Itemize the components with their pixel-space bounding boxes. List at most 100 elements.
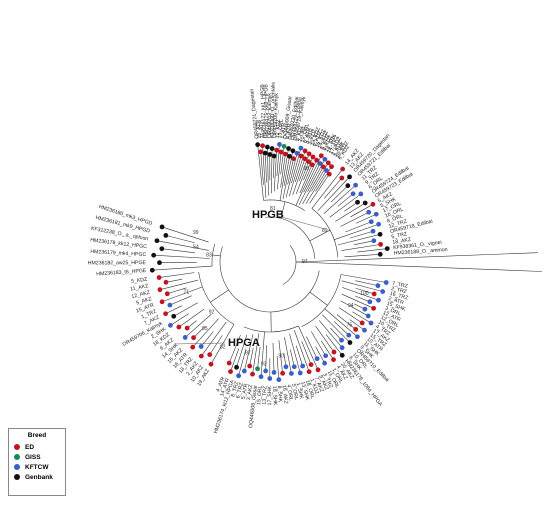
tip-label: OQ446009_Gissar [282,95,293,139]
tip-label: HM236175_kk8_HPGB [263,84,270,139]
tip-label: 1_SHK [295,382,305,400]
tip-branch [295,345,303,367]
tip-marker [267,376,273,381]
tip-label: 1_TRZ [141,309,158,321]
tip-label: OR459703_Kalmyk [267,93,273,138]
tip-marker [318,153,324,159]
tip-label: 6_TRZ [235,382,244,399]
tip-branch [298,163,321,205]
tip-marker [376,221,382,227]
bootstrap-label: 93 [261,362,267,368]
tip-branch [315,346,325,364]
tip-marker [291,364,297,370]
tip-marker [324,168,329,173]
tip-marker [157,260,162,266]
tip-label: HM236188_O._ammon [394,247,448,257]
tip-branch [295,160,317,206]
tip-marker [322,156,328,162]
tip-branch [161,226,209,243]
tip-branch [330,185,349,203]
tip-branch [201,321,227,357]
tip-branch [298,325,319,370]
tip-label: 3_AKZ [246,384,254,401]
tip-branch [355,295,370,303]
tip-branch [340,212,369,227]
tip-marker [339,352,345,358]
tip-branch [309,173,330,204]
tip-branch [265,153,267,183]
tip-marker [365,313,371,319]
tip-marker [376,297,381,303]
tip-label: 18_ORL [304,380,316,400]
tip-marker [370,201,376,207]
tip-marker [373,211,379,217]
internal-branch [280,201,286,219]
tip-branch [153,254,210,259]
tip-marker [306,369,312,375]
tip-label: 13_TRZ [262,386,269,405]
bootstrap-label: 81 [270,206,276,212]
tip-branch [323,184,356,214]
tip-branch [260,331,265,377]
tip-branch [276,355,280,380]
legend-title: Breed [27,432,47,439]
legend-item-kftcw: KFTCW [9,462,65,472]
tip-label: 3_KDZ [307,128,318,145]
tip-marker [302,148,308,154]
tip-label: 4_ATR [305,128,316,145]
tip-marker [255,142,261,148]
bootstrap-label: 95 [202,326,208,332]
tip-label: HM236179_mk4_HPGC [90,249,146,258]
tip-marker [263,368,269,374]
tip-marker [247,363,253,369]
tip-branch [209,335,223,355]
tip-branch [335,202,366,222]
tip-label: HM236182_aw25_HPGE [88,260,147,266]
tip-marker [164,291,170,297]
tip-label: 5_ORL [290,383,299,400]
tip-branch [299,164,313,194]
tip-marker [198,344,204,349]
tip-branch [280,154,286,188]
legend-label-ed: ED [25,443,35,451]
tip-branch [161,286,203,303]
legend-label-genbank: Genbank [25,473,53,481]
tip-branch [355,213,377,224]
tip-marker [298,145,304,151]
tip-branch [159,272,195,278]
bootstrap-label: 71 [184,289,190,295]
tip-branch [284,337,292,374]
tip-branch [330,327,342,341]
tip-marker [371,305,377,311]
tip-marker [228,369,233,375]
tip-marker [163,311,169,317]
tip-branch [159,279,199,290]
tip-branch [345,221,372,233]
tip-branch [349,230,374,239]
tip-marker [346,332,352,338]
tip-marker [339,175,345,181]
tip-label: 12_ORL [300,123,311,143]
outgroup-branch [295,252,538,263]
tip-branch [302,166,324,205]
tip-label: 15_ORL [256,385,263,405]
tip-branch [283,156,290,186]
tip-marker [345,183,351,189]
tip-branch [333,321,349,336]
legend-dot-genbank [14,474,20,480]
tip-marker [260,143,265,149]
tip-branch [341,293,374,309]
backbone-arc [219,246,320,313]
tip-marker [350,191,356,197]
tip-marker [281,143,287,149]
tip-marker [184,325,190,331]
tip-label: 2_ORL [297,125,307,143]
tip-marker [362,200,368,206]
tip-branch [325,334,343,356]
tip-branch [192,318,219,348]
tip-marker [377,231,383,237]
tip-label: HM236183_t6_HPGE [96,268,147,278]
tip-marker [368,320,374,326]
tip-marker [317,161,323,166]
tip-branch [340,300,369,317]
